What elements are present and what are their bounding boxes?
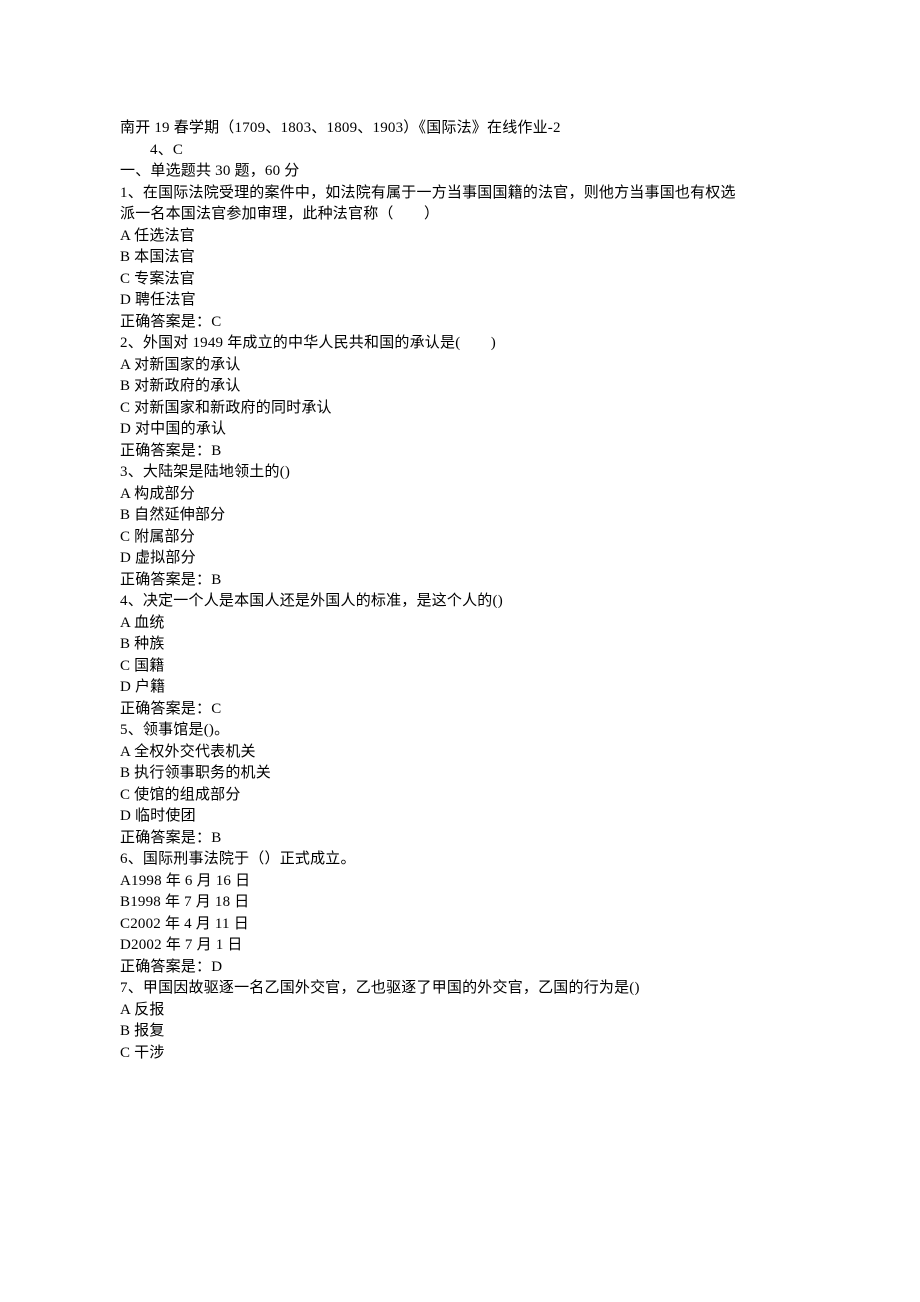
question-stem: 6、国际刑事法院于（）正式成立。 <box>120 849 800 871</box>
question-block: 6、国际刑事法院于（）正式成立。 A1998 年 6 月 16 日 B1998 … <box>120 849 800 978</box>
question-stem: 3、大陆架是陆地领土的() <box>120 462 800 484</box>
option-a: A 血统 <box>120 613 800 635</box>
answer-line: 正确答案是：B <box>120 441 800 463</box>
option-a: A 任选法官 <box>120 226 800 248</box>
option-d: D2002 年 7 月 1 日 <box>120 935 800 957</box>
question-stem: 2、外国对 1949 年成立的中华人民共和国的承认是( ) <box>120 333 800 355</box>
question-stem: 7、甲国因故驱逐一名乙国外交官，乙也驱逐了甲国的外交官，乙国的行为是() <box>120 978 800 1000</box>
answer-line: 正确答案是：C <box>120 312 800 334</box>
question-block: 4、决定一个人是本国人还是外国人的标准，是这个人的() A 血统 B 种族 C … <box>120 591 800 720</box>
option-c: C 附属部分 <box>120 527 800 549</box>
option-a: A 全权外交代表机关 <box>120 742 800 764</box>
option-b: B 对新政府的承认 <box>120 376 800 398</box>
option-c: C 干涉 <box>120 1043 800 1065</box>
option-d: D 户籍 <box>120 677 800 699</box>
option-b: B 种族 <box>120 634 800 656</box>
option-c: C 对新国家和新政府的同时承认 <box>120 398 800 420</box>
question-stem: 5、领事馆是()。 <box>120 720 800 742</box>
option-d: D 临时使团 <box>120 806 800 828</box>
option-b: B 自然延伸部分 <box>120 505 800 527</box>
option-c: C 使馆的组成部分 <box>120 785 800 807</box>
option-b: B 本国法官 <box>120 247 800 269</box>
option-b: B 执行领事职务的机关 <box>120 763 800 785</box>
question-block: 1、在国际法院受理的案件中，如法院有属于一方当事国国籍的法官，则他方当事国也有权… <box>120 183 800 334</box>
header-sub: 4、C <box>120 140 800 162</box>
question-stem: 1、在国际法院受理的案件中，如法院有属于一方当事国国籍的法官，则他方当事国也有权… <box>120 183 800 205</box>
option-d: D 虚拟部分 <box>120 548 800 570</box>
option-d: D 聘任法官 <box>120 290 800 312</box>
answer-line: 正确答案是：C <box>120 699 800 721</box>
answer-line: 正确答案是：B <box>120 570 800 592</box>
section-heading: 一、单选题共 30 题，60 分 <box>120 161 800 183</box>
question-stem: 派一名本国法官参加审理，此种法官称（ ） <box>120 204 800 226</box>
option-a: A1998 年 6 月 16 日 <box>120 871 800 893</box>
header-title: 南开 19 春学期（1709、1803、1809、1903）《国际法》在线作业-… <box>120 118 800 140</box>
option-a: A 构成部分 <box>120 484 800 506</box>
option-d: D 对中国的承认 <box>120 419 800 441</box>
option-b: B1998 年 7 月 18 日 <box>120 892 800 914</box>
answer-line: 正确答案是：B <box>120 828 800 850</box>
question-block: 7、甲国因故驱逐一名乙国外交官，乙也驱逐了甲国的外交官，乙国的行为是() A 反… <box>120 978 800 1064</box>
option-a: A 反报 <box>120 1000 800 1022</box>
option-a: A 对新国家的承认 <box>120 355 800 377</box>
question-block: 3、大陆架是陆地领土的() A 构成部分 B 自然延伸部分 C 附属部分 D 虚… <box>120 462 800 591</box>
option-b: B 报复 <box>120 1021 800 1043</box>
option-c: C2002 年 4 月 11 日 <box>120 914 800 936</box>
question-stem: 4、决定一个人是本国人还是外国人的标准，是这个人的() <box>120 591 800 613</box>
question-block: 5、领事馆是()。 A 全权外交代表机关 B 执行领事职务的机关 C 使馆的组成… <box>120 720 800 849</box>
document-page: 南开 19 春学期（1709、1803、1809、1903）《国际法》在线作业-… <box>0 0 920 1124</box>
option-c: C 国籍 <box>120 656 800 678</box>
question-block: 2、外国对 1949 年成立的中华人民共和国的承认是( ) A 对新国家的承认 … <box>120 333 800 462</box>
option-c: C 专案法官 <box>120 269 800 291</box>
answer-line: 正确答案是：D <box>120 957 800 979</box>
